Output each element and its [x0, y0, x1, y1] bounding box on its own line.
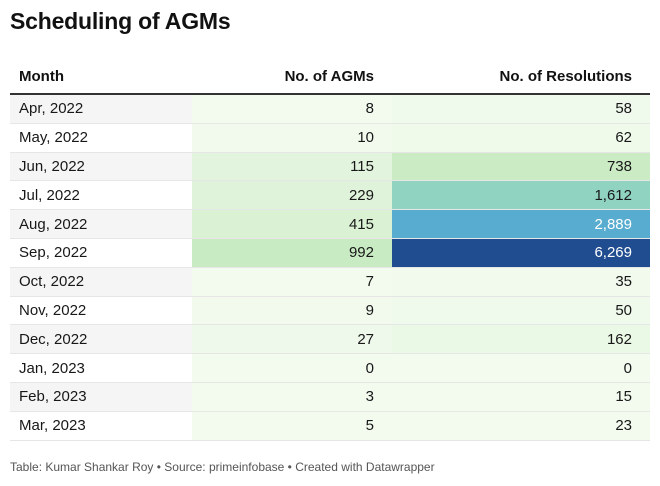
cell-agms: 8: [192, 94, 392, 124]
data-table: Month No. of AGMs No. of Resolutions Apr…: [10, 60, 650, 441]
cell-month: Oct, 2022: [10, 267, 192, 297]
column-header-month[interactable]: Month: [10, 60, 192, 95]
cell-month: Dec, 2022: [10, 324, 192, 355]
header-row: Month No. of AGMs No. of Resolutions: [10, 60, 650, 95]
cell-month: Feb, 2023: [10, 382, 192, 412]
cell-agms: 5: [192, 411, 392, 441]
cell-agms: 992: [192, 238, 392, 268]
cell-agms: 115: [192, 152, 392, 182]
cell-agms: 0: [192, 353, 392, 383]
cell-month: Nov, 2022: [10, 296, 192, 326]
cell-agms: 229: [192, 180, 392, 211]
column-header-resolutions[interactable]: No. of Resolutions: [392, 60, 650, 95]
cell-month: Apr, 2022: [10, 94, 192, 124]
cell-agms: 7: [192, 267, 392, 297]
cell-resolutions: 35: [392, 267, 650, 297]
cell-resolutions: 2,889: [392, 209, 650, 239]
table-row: Mar, 2023 5 23: [10, 411, 650, 441]
cell-agms: 27: [192, 324, 392, 355]
cell-resolutions: 62: [392, 123, 650, 153]
table-body: Apr, 2022 8 58 May, 2022 10 62 Jun, 2022 115 738…: [10, 94, 650, 441]
column-header-agms[interactable]: No. of AGMs: [192, 60, 392, 95]
chart-footer: Table: Kumar Shankar Roy • Source: prime…: [10, 460, 435, 474]
table-row: Jul, 2022 229 1,612: [10, 180, 650, 211]
cell-month: Mar, 2023: [10, 411, 192, 441]
table-row: Oct, 2022 7 35: [10, 267, 650, 297]
cell-agms: 10: [192, 123, 392, 153]
table-row: Feb, 2023 3 15: [10, 382, 650, 412]
table-row: Aug, 2022 415 2,889: [10, 209, 650, 239]
cell-resolutions: 6,269: [392, 238, 650, 268]
cell-resolutions: 50: [392, 296, 650, 326]
table-row: Nov, 2022 9 50: [10, 296, 650, 326]
cell-month: May, 2022: [10, 123, 192, 153]
table-row: Sep, 2022 992 6,269: [10, 238, 650, 268]
cell-month: Jul, 2022: [10, 180, 192, 211]
cell-month: Jun, 2022: [10, 152, 192, 182]
cell-resolutions: 58: [392, 94, 650, 124]
cell-agms: 3: [192, 382, 392, 412]
cell-month: Jan, 2023: [10, 353, 192, 383]
table-row: Apr, 2022 8 58: [10, 94, 650, 124]
cell-resolutions: 15: [392, 382, 650, 412]
cell-resolutions: 1,612: [392, 180, 650, 211]
table-row: Jan, 2023 0 0: [10, 353, 650, 383]
cell-resolutions: 738: [392, 152, 650, 182]
table-row: Dec, 2022 27 162: [10, 324, 650, 355]
cell-agms: 9: [192, 296, 392, 326]
cell-agms: 415: [192, 209, 392, 239]
cell-resolutions: 23: [392, 411, 650, 441]
cell-month: Aug, 2022: [10, 209, 192, 239]
table-row: May, 2022 10 62: [10, 123, 650, 153]
table-row: Jun, 2022 115 738: [10, 152, 650, 182]
cell-month: Sep, 2022: [10, 238, 192, 268]
cell-resolutions: 162: [392, 324, 650, 355]
chart-title: Scheduling of AGMs: [10, 8, 231, 34]
cell-resolutions: 0: [392, 353, 650, 383]
